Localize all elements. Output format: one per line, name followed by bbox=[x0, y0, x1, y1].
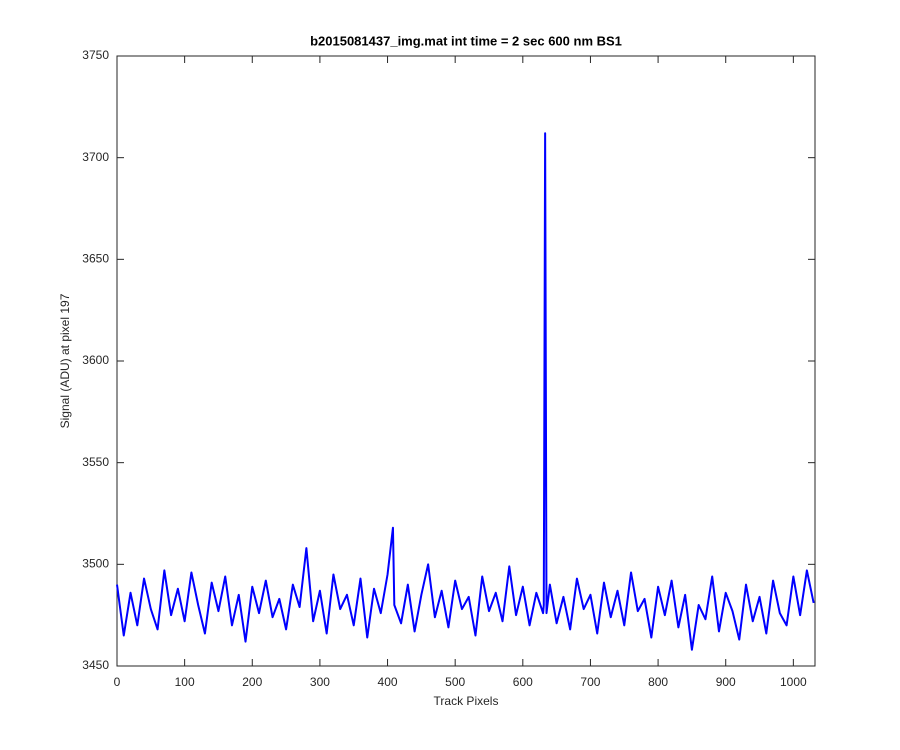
y-axis-label: Signal (ADU) at pixel 197 bbox=[58, 293, 72, 428]
x-tick-label: 200 bbox=[242, 675, 262, 689]
x-tick-label: 700 bbox=[580, 675, 600, 689]
x-axis-label: Track Pixels bbox=[434, 694, 499, 708]
x-tick-label: 100 bbox=[175, 675, 195, 689]
x-tick-label: 900 bbox=[716, 675, 736, 689]
y-tick-label: 3600 bbox=[82, 353, 109, 367]
x-tick-label: 0 bbox=[114, 675, 121, 689]
x-tick-label: 500 bbox=[445, 675, 465, 689]
x-tick-label: 1000 bbox=[780, 675, 807, 689]
chart-title: b2015081437_img.mat int time = 2 sec 600… bbox=[310, 33, 622, 48]
y-tick-label: 3650 bbox=[82, 252, 109, 266]
y-tick-label: 3750 bbox=[82, 48, 109, 62]
y-tick-label: 3450 bbox=[82, 658, 109, 672]
x-tick-label: 600 bbox=[513, 675, 533, 689]
y-tick-label: 3550 bbox=[82, 455, 109, 469]
x-tick-label: 400 bbox=[378, 675, 398, 689]
x-tick-label: 800 bbox=[648, 675, 668, 689]
y-tick-label: 3500 bbox=[82, 557, 109, 571]
y-tick-label: 3700 bbox=[82, 150, 109, 164]
x-tick-label: 300 bbox=[310, 675, 330, 689]
data-line bbox=[116, 132, 815, 651]
